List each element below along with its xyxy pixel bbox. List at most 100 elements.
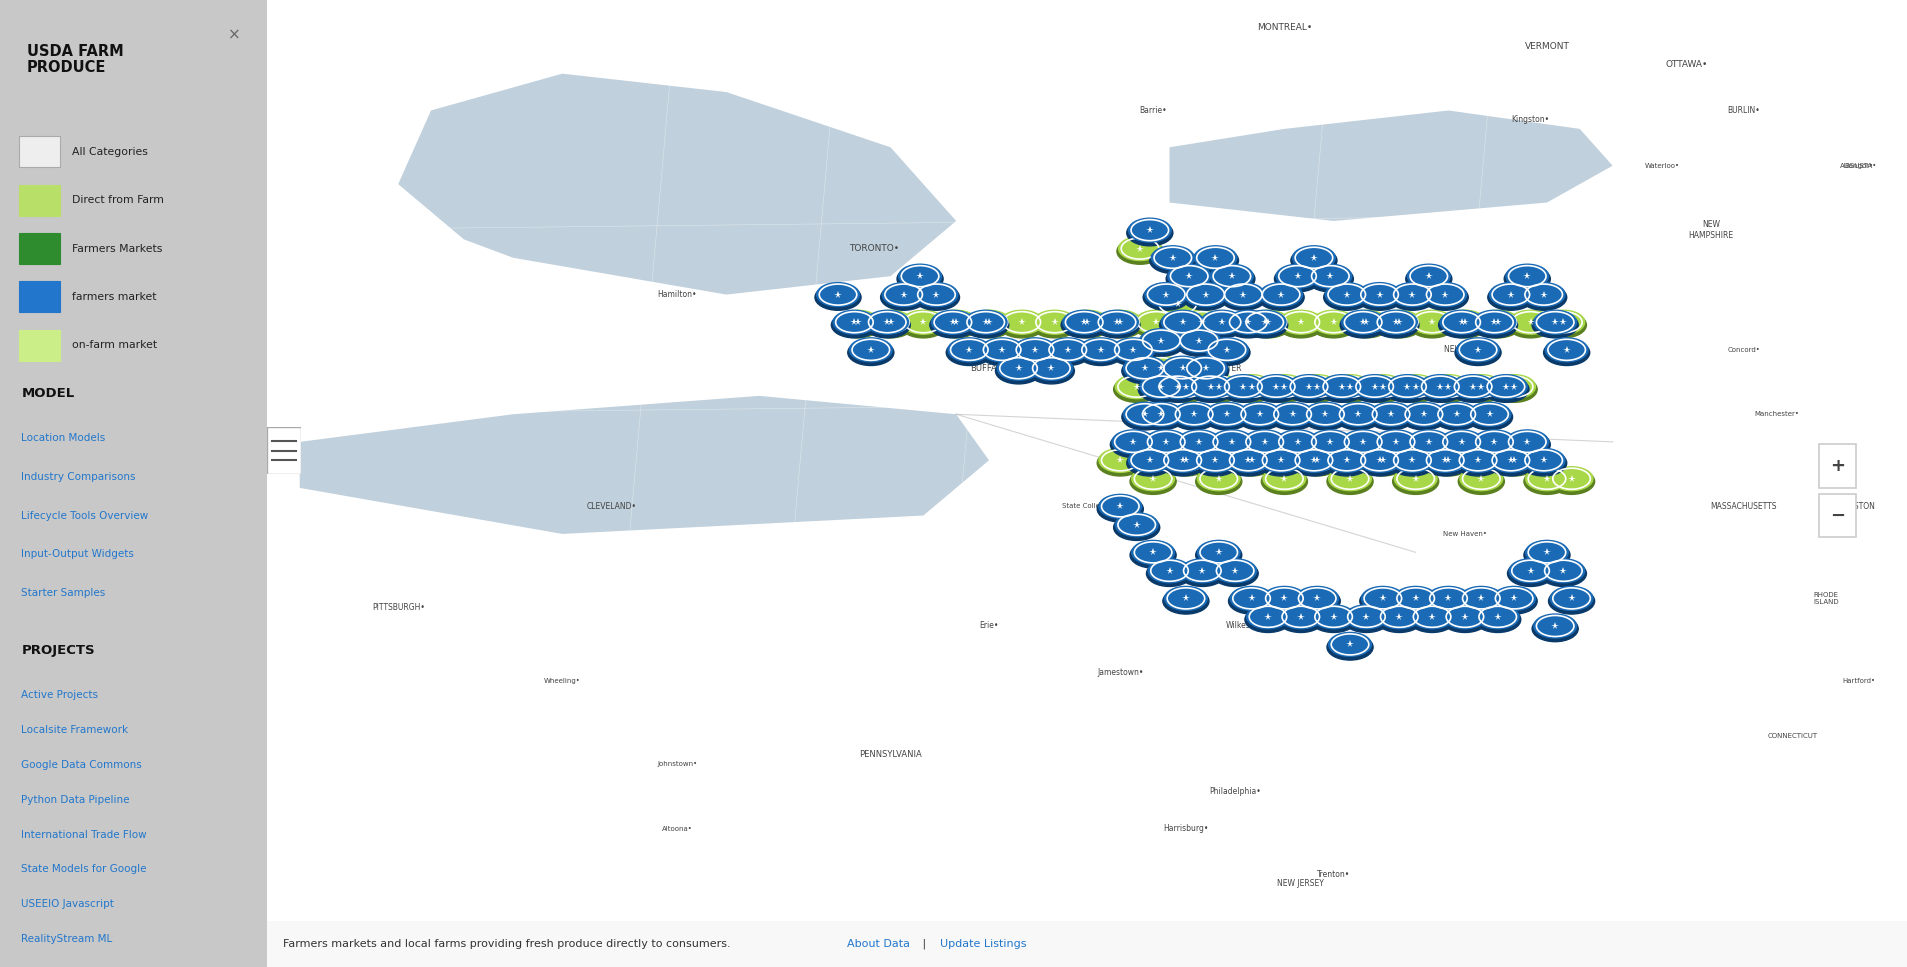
FancyBboxPatch shape (1817, 444, 1856, 487)
Circle shape (1339, 312, 1386, 337)
Text: Manchester•: Manchester• (1753, 411, 1798, 418)
Circle shape (1327, 632, 1371, 657)
Text: Philadelphia•: Philadelphia• (1209, 787, 1261, 796)
Circle shape (1432, 404, 1480, 430)
Circle shape (1205, 337, 1247, 362)
Circle shape (1327, 467, 1371, 490)
Circle shape (1425, 450, 1470, 476)
Circle shape (1484, 374, 1526, 398)
Circle shape (929, 312, 974, 337)
Text: Jamestown•: Jamestown• (1097, 667, 1142, 677)
Text: Localsite Framework: Localsite Framework (21, 725, 128, 735)
Text: PENNSYLVANIA: PENNSYLVANIA (858, 750, 921, 759)
Circle shape (1325, 282, 1367, 307)
Circle shape (1409, 310, 1453, 335)
Circle shape (1278, 312, 1323, 337)
Circle shape (1220, 374, 1264, 398)
Text: All Categories: All Categories (72, 147, 149, 157)
Circle shape (1421, 284, 1468, 310)
Circle shape (1220, 282, 1264, 307)
Text: Harrisburg•: Harrisburg• (1163, 824, 1207, 833)
Text: MASSACHUSETTS: MASSACHUSETTS (1711, 502, 1775, 511)
Circle shape (1310, 606, 1356, 632)
Circle shape (1198, 374, 1240, 398)
Circle shape (913, 284, 959, 310)
Circle shape (1209, 266, 1255, 292)
Circle shape (1505, 430, 1548, 454)
Circle shape (1243, 430, 1285, 454)
Circle shape (1138, 331, 1184, 356)
Circle shape (1261, 469, 1306, 494)
Circle shape (1255, 374, 1297, 398)
Circle shape (1159, 450, 1205, 476)
Circle shape (1196, 542, 1241, 568)
Circle shape (980, 337, 1022, 362)
Text: About Data: About Data (847, 939, 910, 949)
Circle shape (1548, 467, 1592, 490)
Circle shape (1291, 248, 1337, 274)
Circle shape (1161, 588, 1209, 614)
Circle shape (1472, 310, 1514, 335)
Circle shape (1476, 310, 1518, 335)
Circle shape (1548, 469, 1594, 494)
Circle shape (1030, 356, 1072, 380)
Circle shape (1148, 559, 1190, 583)
Circle shape (1543, 339, 1589, 366)
Circle shape (1123, 356, 1165, 380)
Circle shape (934, 310, 976, 335)
Circle shape (1138, 376, 1184, 402)
Circle shape (1243, 312, 1291, 337)
Circle shape (1110, 431, 1156, 457)
Circle shape (1270, 402, 1314, 426)
Circle shape (1508, 310, 1550, 335)
Circle shape (1097, 496, 1142, 522)
Circle shape (1507, 312, 1552, 337)
Circle shape (1344, 604, 1386, 629)
Circle shape (1318, 376, 1364, 402)
Circle shape (1098, 449, 1140, 472)
Circle shape (1312, 604, 1354, 629)
Circle shape (1505, 264, 1548, 288)
Circle shape (1474, 312, 1520, 337)
Circle shape (1487, 284, 1533, 310)
Circle shape (1228, 588, 1274, 614)
Circle shape (1276, 264, 1318, 288)
Circle shape (1196, 376, 1241, 402)
Circle shape (1032, 312, 1077, 337)
Circle shape (1417, 376, 1463, 402)
Circle shape (1384, 374, 1428, 398)
Circle shape (1121, 358, 1167, 384)
Circle shape (1419, 374, 1461, 398)
Circle shape (1161, 310, 1203, 335)
Circle shape (1390, 282, 1432, 307)
Circle shape (1194, 449, 1236, 472)
Circle shape (1209, 431, 1255, 457)
Circle shape (1144, 282, 1186, 307)
Circle shape (1154, 294, 1200, 319)
Circle shape (1426, 374, 1468, 398)
Circle shape (1253, 376, 1299, 402)
Circle shape (1112, 337, 1154, 362)
Circle shape (1161, 449, 1203, 472)
Circle shape (1285, 376, 1331, 402)
Text: State College•: State College• (1062, 503, 1112, 510)
Circle shape (1220, 376, 1266, 402)
Circle shape (1491, 374, 1535, 398)
Circle shape (1526, 467, 1568, 490)
Circle shape (1489, 449, 1531, 472)
Circle shape (1489, 450, 1537, 476)
Circle shape (1131, 467, 1175, 490)
Circle shape (1451, 374, 1493, 398)
Circle shape (1440, 430, 1482, 454)
Circle shape (1150, 246, 1194, 270)
Circle shape (1369, 402, 1411, 426)
Text: TORONTO•: TORONTO• (849, 244, 898, 253)
Circle shape (1127, 219, 1171, 242)
Circle shape (1394, 467, 1436, 490)
Circle shape (1539, 312, 1585, 337)
Circle shape (1156, 292, 1198, 316)
Text: Farmers Markets: Farmers Markets (72, 244, 162, 253)
Circle shape (1142, 284, 1188, 310)
Circle shape (1466, 404, 1512, 430)
Text: BURLIN•: BURLIN• (1726, 106, 1760, 115)
